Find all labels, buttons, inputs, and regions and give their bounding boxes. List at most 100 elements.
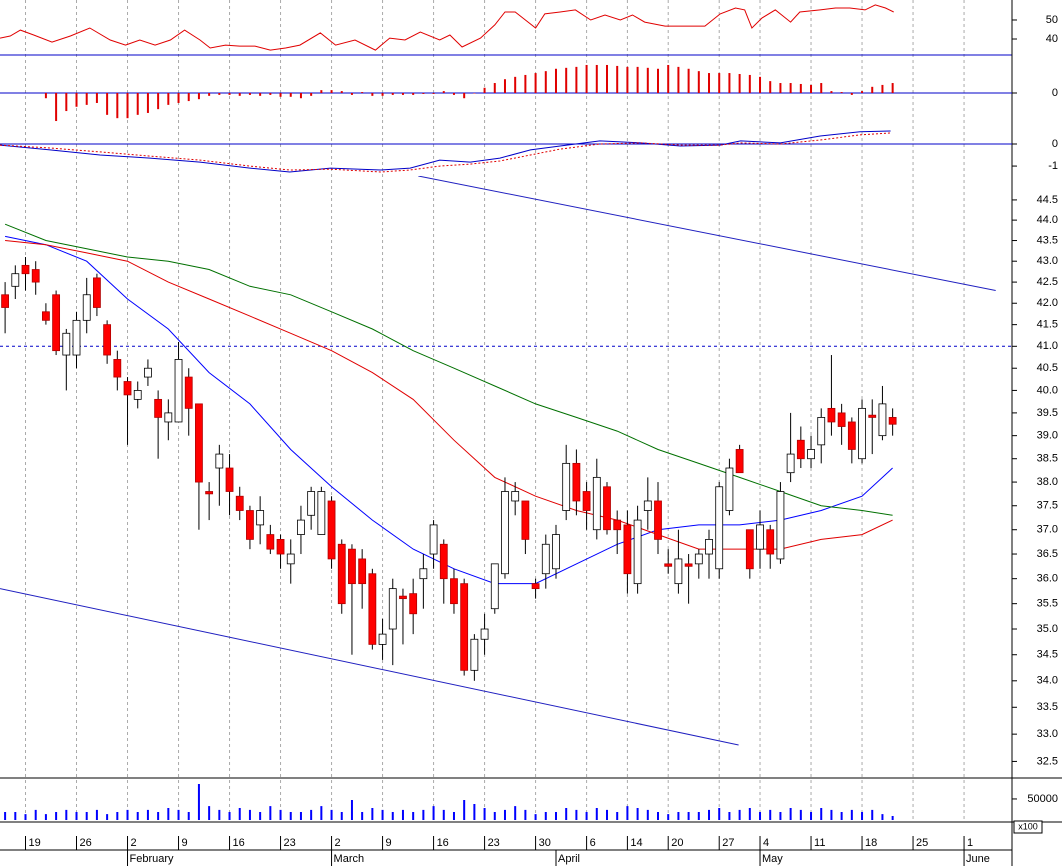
x-tick-label: 9: [386, 837, 392, 849]
bar: [463, 800, 466, 820]
x-tick-label: 2: [335, 837, 341, 849]
candle-body: [113, 359, 122, 378]
candle-body: [266, 534, 275, 550]
bar: [871, 86, 874, 93]
candle-body: [429, 524, 438, 555]
bar: [259, 812, 262, 820]
x-tick-label: 23: [488, 837, 500, 849]
y-tick-label: 35.0: [1037, 623, 1058, 635]
bar: [350, 93, 353, 95]
candle-body: [817, 417, 826, 446]
unit-label: x100: [1018, 821, 1038, 831]
candle-body: [521, 500, 530, 540]
y-tick-label: 36.0: [1037, 573, 1058, 585]
y-tick-label: 44.5: [1037, 194, 1058, 206]
candle-body: [705, 539, 713, 555]
candle-body: [225, 467, 234, 492]
candle-body: [205, 491, 214, 495]
bar: [830, 809, 833, 820]
bar: [126, 809, 129, 820]
bar: [238, 93, 241, 96]
moving-average: [4, 223, 893, 516]
bar: [850, 93, 853, 95]
bar: [881, 814, 884, 820]
bar: [626, 66, 629, 93]
month-label: March: [334, 853, 365, 865]
y-tick-label: 38.0: [1037, 476, 1058, 488]
bar: [493, 812, 496, 820]
bar: [871, 809, 874, 820]
bar: [708, 73, 711, 93]
candle-body: [490, 563, 499, 610]
y-tick-label: 39.0: [1037, 430, 1058, 442]
bar: [187, 812, 190, 820]
candle-body: [837, 412, 846, 427]
bar: [810, 84, 813, 93]
x-tick-label: 18: [865, 837, 877, 849]
bar: [269, 93, 272, 95]
bar: [503, 79, 506, 93]
y-tick-label: 44.0: [1037, 214, 1058, 226]
bar: [697, 71, 700, 93]
bar: [687, 812, 690, 820]
y-tick-label: 42.0: [1037, 297, 1058, 309]
candle-body: [827, 407, 836, 423]
y-tick-label: 34.5: [1037, 649, 1058, 661]
candle-body: [21, 264, 30, 275]
bar: [534, 73, 537, 93]
candle-body: [511, 491, 520, 502]
bar: [636, 808, 639, 820]
bar: [320, 90, 323, 93]
candle-body: [297, 519, 305, 535]
y-tick-label: 50000: [1027, 793, 1058, 805]
y-tick-label: 34.0: [1037, 675, 1058, 687]
candle-body: [807, 449, 815, 460]
candle-body: [419, 568, 428, 580]
candle-body: [256, 510, 265, 526]
candle-body: [694, 553, 703, 565]
candle-body: [123, 381, 132, 396]
bar: [391, 93, 394, 95]
candle-body: [164, 412, 173, 423]
x-tick-label: 25: [916, 837, 928, 849]
bar: [820, 83, 823, 93]
bar: [55, 812, 58, 820]
candle-body: [847, 421, 856, 450]
bar: [616, 812, 619, 820]
bar: [157, 812, 160, 820]
bar: [228, 93, 231, 95]
bar: [769, 81, 772, 93]
x-tick-label: 14: [630, 837, 642, 849]
bar: [810, 812, 813, 820]
bar: [738, 809, 741, 820]
bar: [769, 809, 772, 820]
panel: [0, 176, 1012, 746]
bar: [840, 812, 843, 820]
bar: [85, 93, 88, 105]
bar: [442, 91, 445, 93]
bar: [697, 812, 700, 820]
bar: [524, 74, 527, 93]
bar: [259, 93, 262, 96]
candle-body: [552, 534, 560, 570]
bar: [544, 71, 547, 93]
bar: [616, 65, 619, 93]
bar: [289, 812, 292, 820]
unit-box: [1013, 820, 1043, 834]
bar: [391, 812, 394, 820]
y-tick-label: 50: [1046, 14, 1058, 26]
candle-body: [62, 332, 71, 356]
bar: [116, 812, 119, 820]
candle-body: [184, 376, 193, 409]
bar: [789, 83, 792, 93]
bar: [575, 66, 578, 93]
bar: [208, 93, 211, 96]
bar: [371, 93, 374, 96]
bar: [4, 812, 7, 820]
bar: [789, 808, 792, 820]
x-tick-label: 1: [967, 837, 973, 849]
bar: [422, 93, 425, 94]
bar: [136, 812, 139, 820]
candle-body: [82, 294, 91, 321]
